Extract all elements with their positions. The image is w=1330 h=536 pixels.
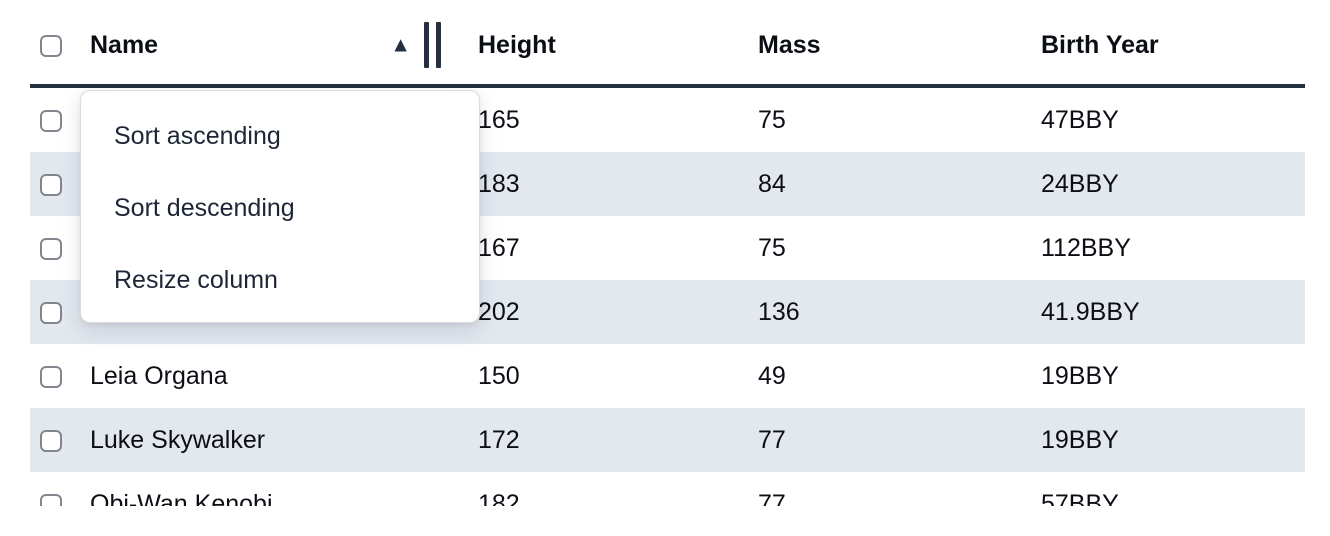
row-checkbox-cell [30, 106, 78, 135]
column-context-menu: Sort ascending Sort descending Resize co… [80, 90, 480, 323]
cell-birth-year: 19BBY [1008, 362, 1305, 391]
header-cell-birth-year[interactable]: Birth Year [1008, 31, 1305, 60]
cell-mass: 49 [725, 362, 1008, 391]
row-checkbox[interactable] [40, 173, 62, 196]
cell-height: 150 [445, 362, 725, 391]
table-row: Luke Skywalker 172 77 19BBY [30, 408, 1305, 472]
row-checkbox[interactable] [40, 429, 62, 452]
table-row: Leia Organa 150 49 19BBY [30, 344, 1305, 408]
cell-mass-text: 77 [758, 489, 786, 507]
cell-mass-text: 136 [758, 297, 800, 326]
cell-height: 165 [445, 106, 725, 135]
cell-name: Obi-Wan Kenobi [78, 472, 445, 507]
cell-mass-text: 75 [758, 105, 786, 134]
column-label-height: Height [478, 30, 556, 59]
table-row: Obi-Wan Kenobi 182 77 57BBY [30, 472, 1305, 506]
cell-mass: 75 [725, 106, 1008, 135]
cell-mass: 136 [725, 298, 1008, 327]
table-header-row: Name ▲ Height Mass Birth Year [30, 0, 1305, 88]
row-checkbox[interactable] [40, 493, 62, 506]
cell-mass-text: 84 [758, 169, 786, 198]
cell-birth-year-text: 24BBY [1041, 169, 1119, 198]
header-checkbox-cell [30, 31, 78, 60]
cell-height-text: 165 [478, 105, 520, 134]
context-menu-item[interactable]: Resize column [81, 244, 479, 316]
cell-height: 202 [445, 298, 725, 327]
cell-height-text: 183 [478, 169, 520, 198]
cell-birth-year: 24BBY [1008, 170, 1305, 199]
cell-height: 182 [445, 490, 725, 507]
cell-mass-text: 77 [758, 425, 786, 454]
cell-name: Luke Skywalker [78, 408, 445, 472]
cell-name: Leia Organa [78, 344, 445, 408]
row-checkbox[interactable] [40, 301, 62, 324]
cell-height-text: 150 [478, 361, 520, 390]
sort-ascending-icon: ▲ [390, 33, 411, 57]
row-checkbox-cell [30, 298, 78, 327]
cell-height-text: 202 [478, 297, 520, 326]
row-checkbox-cell [30, 234, 78, 263]
cell-height: 167 [445, 234, 725, 263]
row-checkbox-cell [30, 426, 78, 455]
header-cell-mass[interactable]: Mass [725, 31, 1008, 60]
row-checkbox-cell [30, 362, 78, 391]
cell-height-text: 182 [478, 489, 520, 507]
cell-birth-year: 47BBY [1008, 106, 1305, 135]
column-label-name: Name [90, 30, 159, 59]
row-checkbox[interactable] [40, 365, 62, 388]
cell-birth-year-text: 47BBY [1041, 105, 1119, 134]
cell-height-text: 167 [478, 233, 520, 262]
context-menu-item-label: Resize column [114, 265, 278, 294]
cell-mass: 84 [725, 170, 1008, 199]
cell-birth-year-text: 112BBY [1041, 233, 1131, 262]
context-menu-item-label: Sort ascending [114, 121, 281, 150]
column-resize-handle-icon[interactable] [424, 22, 441, 68]
cell-height-text: 172 [478, 425, 520, 454]
cell-height: 183 [445, 170, 725, 199]
table-row: 167 75 112BBY [30, 216, 1305, 280]
cell-birth-year-text: 19BBY [1041, 425, 1119, 454]
cell-mass-text: 49 [758, 361, 786, 390]
cell-name-text: Luke Skywalker [90, 425, 266, 454]
context-menu-item-label: Sort descending [114, 193, 295, 222]
row-checkbox[interactable] [40, 109, 62, 132]
header-cell-height[interactable]: Height [445, 31, 725, 60]
cell-birth-year-text: 19BBY [1041, 361, 1119, 390]
context-menu-item[interactable]: Sort descending [81, 172, 479, 244]
cell-birth-year: 19BBY [1008, 426, 1305, 455]
cell-birth-year: 41.9BBY [1008, 298, 1305, 327]
row-checkbox-cell [30, 170, 78, 199]
cell-birth-year-text: 41.9BBY [1041, 297, 1140, 326]
row-checkbox-cell [30, 490, 78, 506]
row-checkbox[interactable] [40, 237, 62, 260]
cell-name-text: Obi-Wan Kenobi [90, 489, 273, 507]
header-cell-name[interactable]: Name ▲ [78, 6, 445, 84]
cell-height: 172 [445, 426, 725, 455]
cell-mass-text: 75 [758, 233, 786, 262]
cell-mass: 77 [725, 490, 1008, 507]
cell-birth-year: 112BBY [1008, 234, 1305, 263]
select-all-checkbox[interactable] [40, 34, 62, 57]
cell-birth-year: 57BBY [1008, 490, 1305, 507]
cell-mass: 75 [725, 234, 1008, 263]
column-label-birth-year: Birth Year [1041, 30, 1159, 59]
cell-birth-year-text: 57BBY [1041, 489, 1119, 507]
cell-name-text: Leia Organa [90, 361, 228, 390]
column-label-mass: Mass [758, 30, 821, 59]
cell-mass: 77 [725, 426, 1008, 455]
context-menu-item[interactable]: Sort ascending [81, 100, 479, 172]
table-row: 165 75 47BBY [30, 88, 1305, 152]
